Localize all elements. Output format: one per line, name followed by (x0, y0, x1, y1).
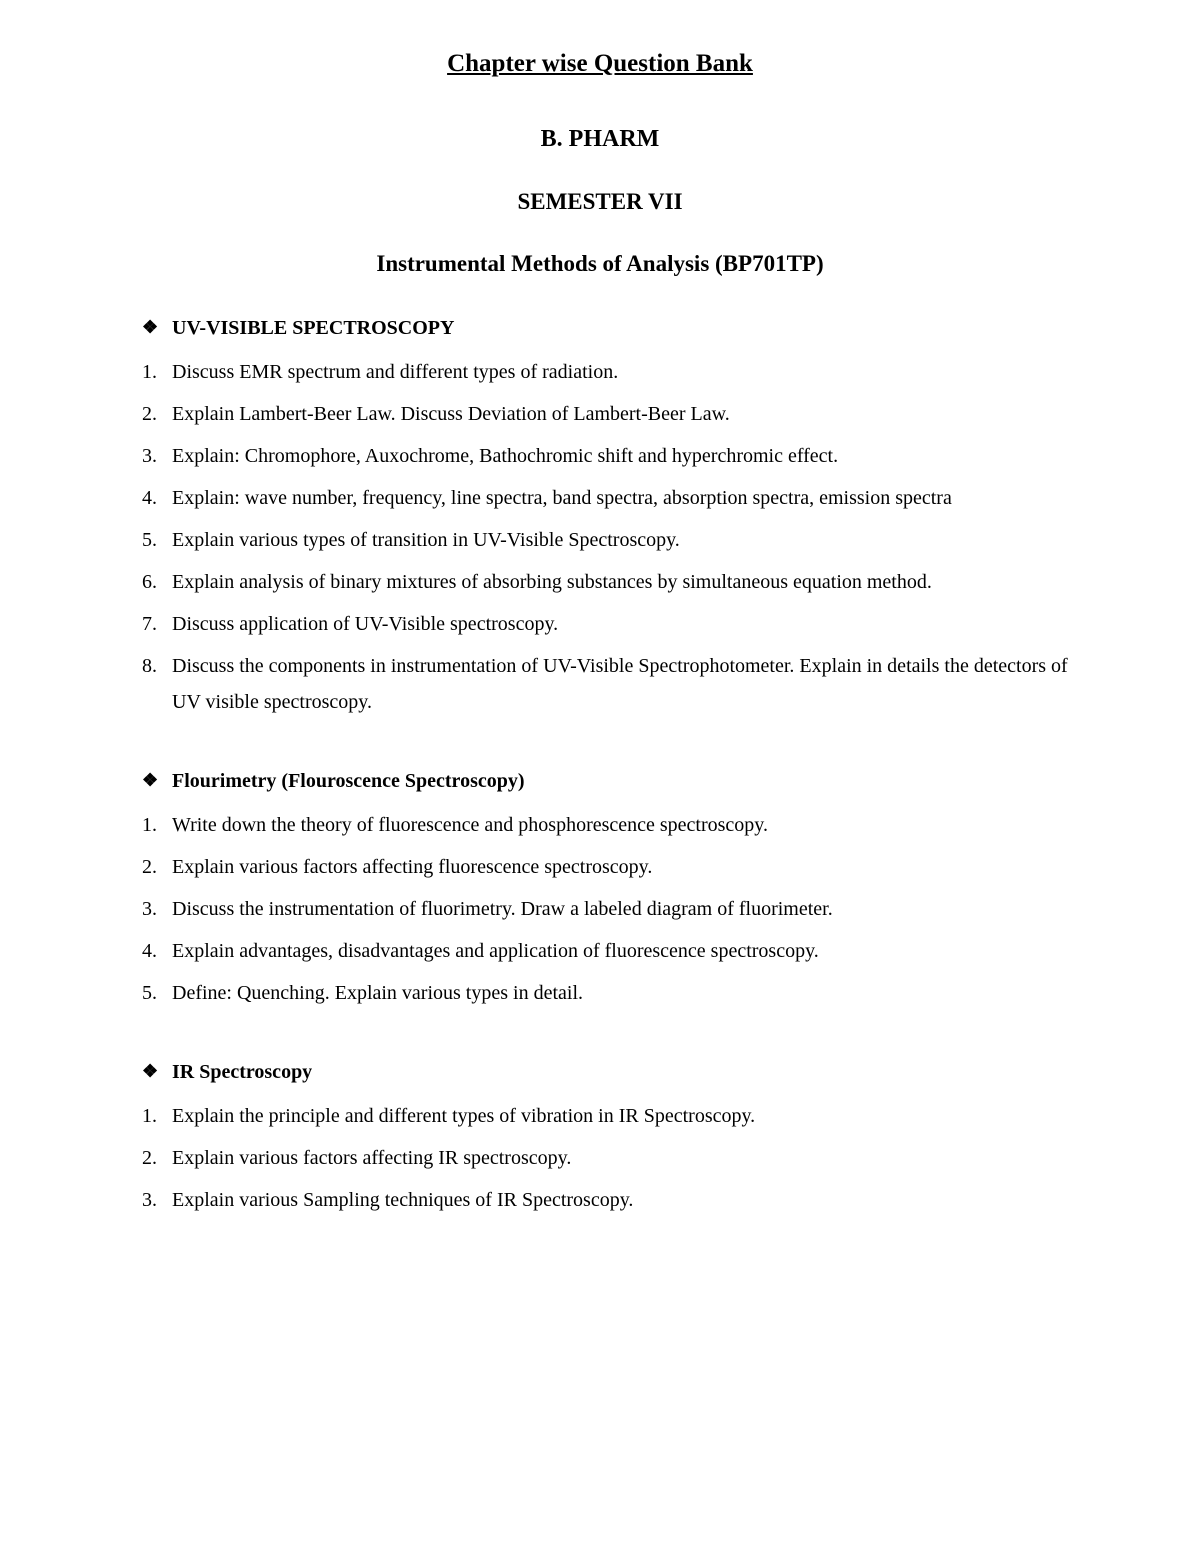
question-number: 4. (142, 480, 157, 516)
question-text: Discuss application of UV-Visible spectr… (172, 613, 558, 635)
question-text: Explain advantages, disadvantages and ap… (172, 940, 819, 962)
question-item: 5. Define: Quenching. Explain various typ… (142, 975, 1070, 1011)
question-text: Explain: wave number, frequency, line sp… (172, 487, 952, 509)
question-item: 6. Explain analysis of binary mixtures of… (142, 564, 1070, 600)
question-text: Explain: Chromophore, Auxochrome, Bathoc… (172, 445, 838, 467)
question-item: 8. Discuss the components in instrumentat… (142, 648, 1070, 720)
question-text: Explain analysis of binary mixtures of a… (172, 571, 932, 593)
question-number: 1. (142, 1098, 157, 1134)
question-number: 2. (142, 396, 157, 432)
question-item: 2. Explain Lambert-Beer Law. Discuss Devi… (142, 396, 1070, 432)
question-item: 3. Explain: Chromophore, Auxochrome, Bath… (142, 438, 1070, 474)
question-item: 4. Explain: wave number, frequency, line … (142, 480, 1070, 516)
question-number: 1. (142, 807, 157, 843)
course-title: Instrumental Methods of Analysis (BP701T… (130, 251, 1070, 277)
question-item: 2. Explain various factors affecting flu… (142, 849, 1070, 885)
question-number: 3. (142, 891, 157, 927)
sections-container: UV-VISIBLE SPECTROSCOPY 1. Discuss EMR spe… (130, 317, 1070, 1218)
question-text: Discuss the components in instrumentatio… (172, 655, 1068, 713)
question-text: Explain the principle and different type… (172, 1105, 755, 1127)
question-item: 5. Explain various types of transition in… (142, 522, 1070, 558)
section: UV-VISIBLE SPECTROSCOPY 1. Discuss EMR spe… (130, 317, 1070, 720)
question-number: 4. (142, 933, 157, 969)
question-list: 1. Write down the theory of fluorescence … (142, 807, 1070, 1011)
section-heading: UV-VISIBLE SPECTROSCOPY (142, 317, 1070, 340)
question-text: Explain various factors affecting IR spe… (172, 1147, 571, 1169)
semester-title: SEMESTER VII (130, 189, 1070, 215)
program-title: B. PHARM (130, 126, 1070, 153)
question-text: Explain various types of transition in U… (172, 529, 680, 551)
question-text: Define: Quenching. Explain various types… (172, 982, 583, 1004)
question-text: Discuss EMR spectrum and different types… (172, 361, 618, 383)
question-number: 1. (142, 354, 157, 390)
question-text: Explain various factors affecting fluore… (172, 856, 652, 878)
question-item: 1. Write down the theory of fluorescence … (142, 807, 1070, 843)
section: Flourimetry (Flouroscence Spectroscopy) 1… (130, 770, 1070, 1011)
question-text: Explain Lambert-Beer Law. Discuss Deviat… (172, 403, 730, 425)
question-number: 2. (142, 1140, 157, 1176)
question-item: 4. Explain advantages, disadvantages and … (142, 933, 1070, 969)
question-number: 6. (142, 564, 157, 600)
question-item: 3. Explain various Sampling techniques of… (142, 1182, 1070, 1218)
section-heading: IR Spectroscopy (142, 1061, 1070, 1084)
question-number: 7. (142, 606, 157, 642)
question-number: 5. (142, 522, 157, 558)
main-title: Chapter wise Question Bank (130, 50, 1070, 78)
question-item: 1. Discuss EMR spectrum and different typ… (142, 354, 1070, 390)
question-number: 3. (142, 438, 157, 474)
question-number: 3. (142, 1182, 157, 1218)
question-list: 1. Explain the principle and different ty… (142, 1098, 1070, 1218)
question-list: 1. Discuss EMR spectrum and different typ… (142, 354, 1070, 720)
question-item: 2. Explain various factors affecting IR s… (142, 1140, 1070, 1176)
question-item: 3. Discuss the instrumentation of fluorim… (142, 891, 1070, 927)
question-text: Write down the theory of fluorescence an… (172, 814, 768, 836)
question-text: Discuss the instrumentation of fluorimet… (172, 898, 833, 920)
question-number: 8. (142, 648, 157, 684)
question-number: 2. (142, 849, 157, 885)
section-heading: Flourimetry (Flouroscence Spectroscopy) (142, 770, 1070, 793)
question-text: Explain various Sampling techniques of I… (172, 1189, 633, 1211)
question-item: 1. Explain the principle and different ty… (142, 1098, 1070, 1134)
question-item: 7. Discuss application of UV-Visible spec… (142, 606, 1070, 642)
section: IR Spectroscopy 1. Explain the principle a… (130, 1061, 1070, 1218)
document-page: Chapter wise Question Bank B. PHARM SEME… (0, 0, 1200, 1553)
question-number: 5. (142, 975, 157, 1011)
